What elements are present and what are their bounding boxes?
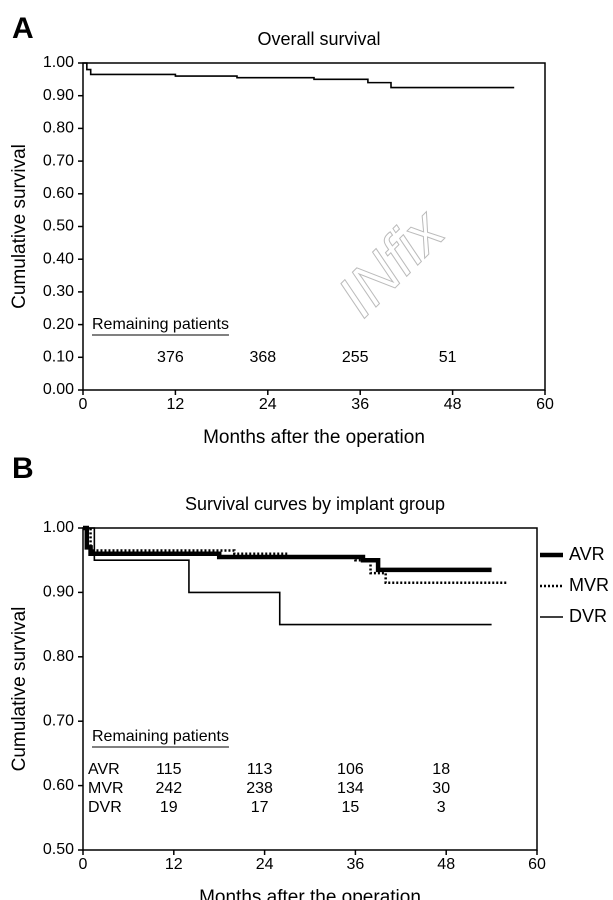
x-tick-label: 36 <box>347 856 365 873</box>
patient-count: 376 <box>157 349 184 366</box>
patient-count: 134 <box>337 780 364 797</box>
survival-curve <box>83 526 507 584</box>
row-name: AVR <box>88 761 120 778</box>
y-tick-label: 0.70 <box>43 152 74 169</box>
row-name: MVR <box>88 780 124 797</box>
y-tick-label: 0.50 <box>43 841 74 858</box>
panel-label: B <box>12 452 34 485</box>
plot-frame <box>82 527 538 851</box>
chart-title: Overall survival <box>257 29 380 49</box>
survival-curve <box>83 525 492 573</box>
y-tick-label: 0.10 <box>43 349 74 366</box>
patient-count: 30 <box>432 780 450 797</box>
x-tick-label: 36 <box>351 396 369 413</box>
x-tick-label: 12 <box>167 396 185 413</box>
x-tick-label: 24 <box>259 396 277 413</box>
y-tick-label: 0.90 <box>43 584 74 601</box>
patient-count: 115 <box>156 761 182 778</box>
y-tick-label: 0.40 <box>43 250 74 267</box>
remaining-label: Remaining patients <box>92 728 229 745</box>
x-tick-label: 12 <box>165 856 183 873</box>
patient-count: 242 <box>155 780 182 797</box>
survival-curve <box>83 527 492 626</box>
panel-label: A <box>12 12 34 45</box>
legend-label: DVR <box>569 606 607 626</box>
x-tick-label: 48 <box>444 396 462 413</box>
y-tick-label: 0.60 <box>43 185 74 202</box>
y-axis-label: Cumulative survival <box>9 607 30 772</box>
x-tick-label: 24 <box>256 856 274 873</box>
patient-count: 255 <box>342 349 369 366</box>
y-tick-label: 0.70 <box>43 712 74 729</box>
y-tick-label: 0.80 <box>43 120 74 137</box>
patient-count: 18 <box>432 761 450 778</box>
x-tick-label: 60 <box>528 856 546 873</box>
patient-count: 113 <box>247 761 273 778</box>
x-tick-label: 48 <box>437 856 455 873</box>
y-tick-label: 0.90 <box>43 87 74 104</box>
patient-count: 368 <box>249 349 276 366</box>
patient-count: 3 <box>437 799 446 816</box>
patient-count: 15 <box>342 799 360 816</box>
patient-count: 19 <box>160 799 178 816</box>
y-axis-label: Cumulative survival <box>9 144 30 309</box>
chart-title: Survival curves by implant group <box>185 494 445 514</box>
y-tick-label: 0.20 <box>43 316 74 333</box>
y-tick-label: 1.00 <box>43 519 74 536</box>
x-tick-label: 60 <box>536 396 554 413</box>
patient-count: 106 <box>337 761 364 778</box>
row-name: DVR <box>88 799 122 816</box>
patient-count: 51 <box>439 349 457 366</box>
patient-count: 238 <box>246 780 273 797</box>
y-tick-label: 0.80 <box>43 648 74 665</box>
survival-curve <box>83 62 515 89</box>
y-tick-label: 0.30 <box>43 283 74 300</box>
y-tick-label: 0.00 <box>43 381 74 398</box>
x-tick-label: 0 <box>79 396 88 413</box>
legend-label: MVR <box>569 575 609 595</box>
remaining-label: Remaining patients <box>92 316 229 333</box>
x-tick-label: 0 <box>79 856 88 873</box>
y-tick-label: 1.00 <box>43 54 74 71</box>
watermark: INfix <box>325 196 459 330</box>
x-axis-label: Months after the operation <box>199 887 421 900</box>
y-tick-label: 0.60 <box>43 777 74 794</box>
y-tick-label: 0.50 <box>43 218 74 235</box>
plot-frame <box>82 62 546 391</box>
x-axis-label: Months after the operation <box>203 427 425 448</box>
patient-count: 17 <box>251 799 269 816</box>
legend-label: AVR <box>569 544 605 564</box>
